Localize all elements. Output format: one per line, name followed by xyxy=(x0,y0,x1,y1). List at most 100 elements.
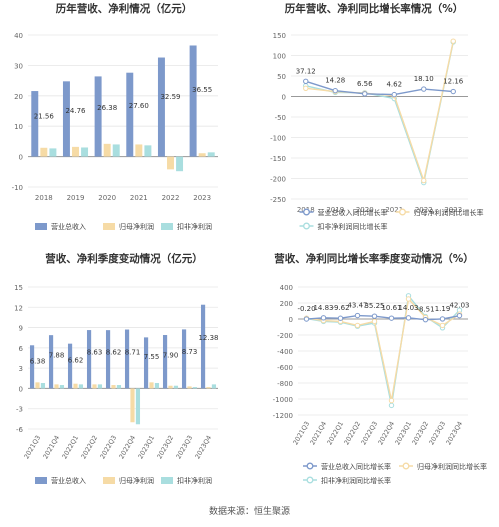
revenue-data-label: 12.38 xyxy=(198,334,218,342)
series-point xyxy=(422,316,429,323)
series-line xyxy=(306,314,460,321)
revenue-data-label: 24.76 xyxy=(65,107,86,115)
y-tick-label: 150 xyxy=(273,32,286,40)
x-tick-label: 2022 xyxy=(415,206,433,214)
series-point xyxy=(354,322,361,329)
x-tick-label: 2022Q1 xyxy=(60,434,80,460)
y-tick-label: -150 xyxy=(270,155,286,163)
revenue-data-label: 21.56 xyxy=(34,113,55,121)
chart-title: 历年营收、净利情况（亿元） xyxy=(56,2,193,15)
bar-deducted-net-profit xyxy=(211,384,217,389)
x-tick-label: 2023Q4 xyxy=(193,434,213,460)
annual-growth-rate-chart: 历年营收、净利同比增长率情况（%） -250 -200 -150 -100 -50 0 50 1… xyxy=(270,2,483,231)
bar-deducted-net-profit xyxy=(173,385,179,389)
bar-net-profit xyxy=(92,384,97,389)
bar-deducted-net-profit xyxy=(144,145,152,157)
y-tick-label: -3 xyxy=(16,406,23,414)
legend-swatch xyxy=(161,477,173,484)
y-tick-label: -1200 xyxy=(273,412,293,420)
series-point xyxy=(320,315,327,321)
bar-deducted-net-profit xyxy=(81,147,89,157)
bar-revenue xyxy=(124,329,130,389)
legend-swatch xyxy=(161,223,173,230)
bar-revenue xyxy=(143,337,149,389)
y-tick-label: 3 xyxy=(19,365,23,373)
revenue-data-label: 8.71 xyxy=(125,348,141,356)
y-tick-label: 30 xyxy=(14,62,23,70)
series-point xyxy=(303,85,309,92)
chart-title: 营收、净利季度变动情况（亿元） xyxy=(45,252,203,265)
x-tick-label: 2021Q3 xyxy=(22,434,42,460)
revenue-data-label: 6.38 xyxy=(30,357,46,365)
series-point xyxy=(354,312,361,319)
bar-deducted-net-profit xyxy=(78,384,84,389)
chart-title: 历年营收、净利同比增长率情况（%） xyxy=(285,2,464,15)
series-point xyxy=(391,91,397,98)
bar-net-profit xyxy=(187,386,192,389)
bar-revenue xyxy=(67,343,73,389)
legend-label: 归母净利润同比增长率 xyxy=(414,208,484,217)
x-tick-label: 2022Q4 xyxy=(117,434,137,460)
bar-deducted-net-profit xyxy=(207,152,215,157)
growth-data-label: 14.28 xyxy=(325,77,345,85)
growth-data-label: 1.19 xyxy=(435,305,451,313)
legend-label: 扣非净利润 xyxy=(177,476,212,485)
bar-net-profit xyxy=(54,384,59,389)
x-tick-label: 2022Q2 xyxy=(79,434,99,460)
series-point xyxy=(388,402,395,409)
quarterly-revenue-profit-chart: 营收、净利季度变动情况（亿元）-6-3036912156.387.886.628… xyxy=(14,252,218,485)
legend-label: 营业总收入 xyxy=(51,476,86,485)
annual-revenue-profit-chart: 历年营收、净利情况（亿元） -10 0 10 20 30 40 21.56 24.76 26.38… xyxy=(12,2,218,231)
y-tick-label: -6 xyxy=(16,426,24,434)
bar-deducted-net-profit xyxy=(135,388,141,425)
growth-data-label: 4.62 xyxy=(386,81,402,89)
growth-data-label: 14.03 xyxy=(398,304,418,312)
series-point xyxy=(405,315,412,321)
bar-net-profit xyxy=(149,382,154,389)
bar-deducted-net-profit xyxy=(49,148,57,157)
series-point xyxy=(362,91,368,97)
y-tick-label: 0 xyxy=(289,316,293,324)
bar-revenue xyxy=(86,330,92,389)
growth-data-label: 18.10 xyxy=(414,75,434,83)
legend-label: 扣非净利润 xyxy=(177,222,212,231)
x-tick-label: 2018 xyxy=(35,194,53,202)
series-point xyxy=(439,316,446,322)
y-tick-label: 0 xyxy=(282,94,286,102)
series-line xyxy=(305,41,454,186)
growth-data-label: 10.61 xyxy=(381,304,401,312)
bar-deducted-net-profit xyxy=(112,144,120,157)
bar-revenue xyxy=(200,304,206,389)
bar-deducted-net-profit xyxy=(97,384,103,389)
legend-label: 扣非净利润同比增长率 xyxy=(321,476,391,485)
x-tick-label: 2023 xyxy=(193,194,211,202)
y-tick-label: -200 xyxy=(277,332,293,340)
series-point xyxy=(388,397,395,404)
bar-revenue xyxy=(105,330,111,389)
y-tick-label: 40 xyxy=(14,32,23,40)
chart-title: 营收、净利同比增长率季度变动情况（%） xyxy=(274,252,474,265)
series-point xyxy=(450,88,456,95)
y-tick-label: 0 xyxy=(19,154,23,162)
legend-swatch xyxy=(35,223,47,230)
bar-net-profit xyxy=(103,143,111,157)
bar-revenue xyxy=(157,57,165,157)
legend-label: 归母净利润同比增长率 xyxy=(417,462,487,471)
x-tick-label: 2022Q3 xyxy=(98,434,118,460)
series-line xyxy=(306,297,460,401)
y-tick-label: -200 xyxy=(270,176,286,184)
series-point xyxy=(371,313,378,319)
legend-marker xyxy=(303,222,310,230)
x-tick-label: 2020 xyxy=(98,194,116,202)
x-tick-label: 2021Q4 xyxy=(41,434,61,460)
x-tick-label: 2023Q3 xyxy=(174,434,194,460)
bar-deducted-net-profit xyxy=(154,383,160,389)
y-tick-label: -400 xyxy=(277,348,293,356)
bar-net-profit xyxy=(198,153,206,157)
x-tick-label: 2019 xyxy=(326,206,344,214)
legend-marker xyxy=(306,476,314,484)
bar-deducted-net-profit xyxy=(176,156,184,172)
series-line xyxy=(305,41,454,184)
bar-deducted-net-profit xyxy=(192,387,198,389)
